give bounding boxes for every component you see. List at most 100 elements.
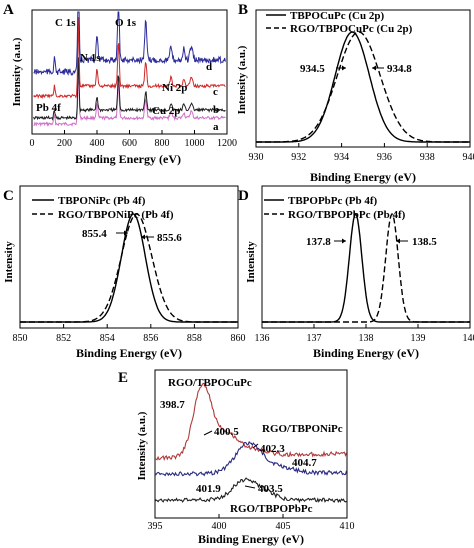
annotation-c-2-arrowhead xyxy=(141,234,145,240)
panel-e-curves xyxy=(154,382,348,504)
peak-label-o1s: O 1s xyxy=(115,17,137,29)
annotation-d-1: 137.8 xyxy=(306,236,331,248)
peak-label-c1s: C 1s xyxy=(55,17,76,29)
annotation-c-2: 855.6 xyxy=(157,232,182,244)
panel-a-letter: A xyxy=(3,2,14,18)
annotation-b-2: 934.8 xyxy=(387,63,412,75)
annotation-b-2-arrowhead xyxy=(372,65,376,71)
x-tick-label: 395 xyxy=(148,521,163,532)
survey-series-line xyxy=(33,11,226,76)
panel-a-curves xyxy=(33,11,226,127)
panel-e-letter: E xyxy=(118,370,128,386)
panel-b-plot-frame xyxy=(255,9,471,148)
annotation-e-6: 403.5 xyxy=(258,483,283,495)
panel-c-plot-frame xyxy=(19,185,239,329)
panel-b-x-ticks: 930 932 934 936 938 940 xyxy=(249,143,474,163)
peak-label-cu2p: Cu 2p xyxy=(152,105,180,117)
annotation-e-6-arrow xyxy=(244,485,256,489)
series-label-b: b xyxy=(213,104,219,116)
x-tick-label: 400 xyxy=(90,138,105,149)
x-tick-label: 940 xyxy=(463,152,474,163)
x-tick-label: 200 xyxy=(57,138,72,149)
legend-b-series-1: TBPOCuPc (Cu 2p) xyxy=(290,10,384,22)
annotation-b-1: 934.5 xyxy=(300,63,325,75)
legend-c-series-1: TBPONiPc (Pb 4f) xyxy=(58,195,146,207)
peak-label-pb4f: Pb 4f xyxy=(36,102,61,114)
panel-b-letter: B xyxy=(238,2,248,18)
panel-d: D 136 137 138 139 140 TBPOPbPc (Pb 4f) RGO/T… xyxy=(238,185,474,360)
n1s-series-line xyxy=(154,440,348,477)
series-label-d: d xyxy=(206,61,212,73)
x-tick-label: 1000 xyxy=(185,138,205,149)
n1s-series-line xyxy=(154,477,347,504)
panel-d-letter: D xyxy=(238,188,249,204)
x-tick-label: 138 xyxy=(359,333,374,344)
annotation-d-2-arrowhead xyxy=(396,238,400,244)
panel-c-curves xyxy=(20,213,238,323)
annotation-e-5: 401.9 xyxy=(196,483,221,495)
panel-a-x-ticks: 0 200 400 600 800 1000 1200 xyxy=(30,130,237,149)
panel-c-y-axis-label: Intensity xyxy=(3,241,15,283)
x-tick-label: 850 xyxy=(13,333,28,344)
survey-series-line xyxy=(33,64,226,127)
panel-e-y-axis-label: Intensity (a.u.) xyxy=(136,411,148,480)
peak-series-line xyxy=(256,31,470,143)
panel-b-x-axis-label: Binding Energy (eV) xyxy=(310,170,416,184)
panel-d-curves xyxy=(262,212,470,323)
panel-c-x-axis-label: Binding Energy (eV) xyxy=(76,346,182,360)
panel-b-curves xyxy=(256,31,470,143)
panel-d-x-axis-label: Binding Energy (eV) xyxy=(313,346,419,360)
series-label-c: c xyxy=(213,86,218,98)
panel-a-x-axis-label: Binding Energy (eV) xyxy=(75,152,181,166)
x-tick-label: 400 xyxy=(212,521,227,532)
panel-d-x-ticks: 136 137 138 139 140 xyxy=(255,324,474,344)
panel-d-y-axis-label: Intensity xyxy=(245,241,257,283)
x-tick-label: 600 xyxy=(122,138,137,149)
x-tick-label: 137 xyxy=(307,333,322,344)
panel-b: B 930 932 934 936 938 940 TBPOCuPc (Cu 2p) RG… xyxy=(236,2,474,184)
peak-series-line xyxy=(256,31,470,143)
panel-c: C 850 852 854 856 858 860 TBPONiPc (Pb 4f) RG… xyxy=(3,185,246,360)
x-tick-label: 0 xyxy=(30,138,35,149)
annotation-d-1-arrowhead xyxy=(342,238,346,244)
annotation-e-1: 398.7 xyxy=(160,399,185,411)
panel-c-x-ticks: 850 852 854 856 858 860 xyxy=(13,324,246,344)
peak-series-line xyxy=(20,213,238,323)
x-tick-label: 932 xyxy=(291,152,306,163)
panel-e-x-axis-label: Binding Energy (eV) xyxy=(198,532,304,546)
panel-e: E 395 400 405 410 RGO/TBPOCuPc RGO/TBPONiPc… xyxy=(118,369,355,546)
x-tick-label: 140 xyxy=(463,333,474,344)
peak-label-n1s: N 1s xyxy=(80,52,101,64)
panel-b-y-axis-label: Intensity (a.u.) xyxy=(236,45,248,114)
annotation-e-3: 402.3 xyxy=(260,443,285,455)
peak-label-ni2p: Ni 2p xyxy=(162,82,187,94)
panel-e-x-ticks: 395 400 405 410 xyxy=(148,514,355,532)
legend-d-series-1: TBPOPbPc (Pb 4f) xyxy=(288,195,378,207)
series-label-rgo-tbpocupc: RGO/TBPOCuPc xyxy=(168,377,252,389)
panel-c-letter: C xyxy=(3,188,14,204)
x-tick-label: 405 xyxy=(276,521,291,532)
n1s-series-line xyxy=(154,382,348,462)
panel-e-plot-frame xyxy=(154,369,348,519)
annotation-c-1-arrowhead xyxy=(124,230,128,236)
x-tick-label: 800 xyxy=(155,138,170,149)
annotation-e-2-arrow xyxy=(203,430,213,436)
x-tick-label: 139 xyxy=(411,333,426,344)
survey-series-line xyxy=(33,17,226,100)
x-tick-label: 934 xyxy=(334,152,349,163)
x-tick-label: 852 xyxy=(56,333,71,344)
x-tick-label: 854 xyxy=(100,333,115,344)
panel-a-y-axis-label: Intensity (a.u.) xyxy=(11,37,23,106)
x-tick-label: 860 xyxy=(231,333,246,344)
x-tick-label: 856 xyxy=(143,333,158,344)
annotation-e-4: 404.7 xyxy=(292,457,317,469)
peak-series-line xyxy=(20,213,238,323)
x-tick-label: 410 xyxy=(340,521,355,532)
peak-series-line xyxy=(262,212,470,323)
panel-a: A 0 200 400 600 800 1000 1200 Binding Energy (… xyxy=(3,2,237,166)
x-tick-label: 938 xyxy=(420,152,435,163)
legend-d-series-2: RGO/TBPOPbPc (Pb 4f) xyxy=(288,209,406,221)
annotation-b-1-arrowhead xyxy=(342,65,346,71)
series-label-a: a xyxy=(213,121,219,133)
annotation-d-2: 138.5 xyxy=(412,236,437,248)
